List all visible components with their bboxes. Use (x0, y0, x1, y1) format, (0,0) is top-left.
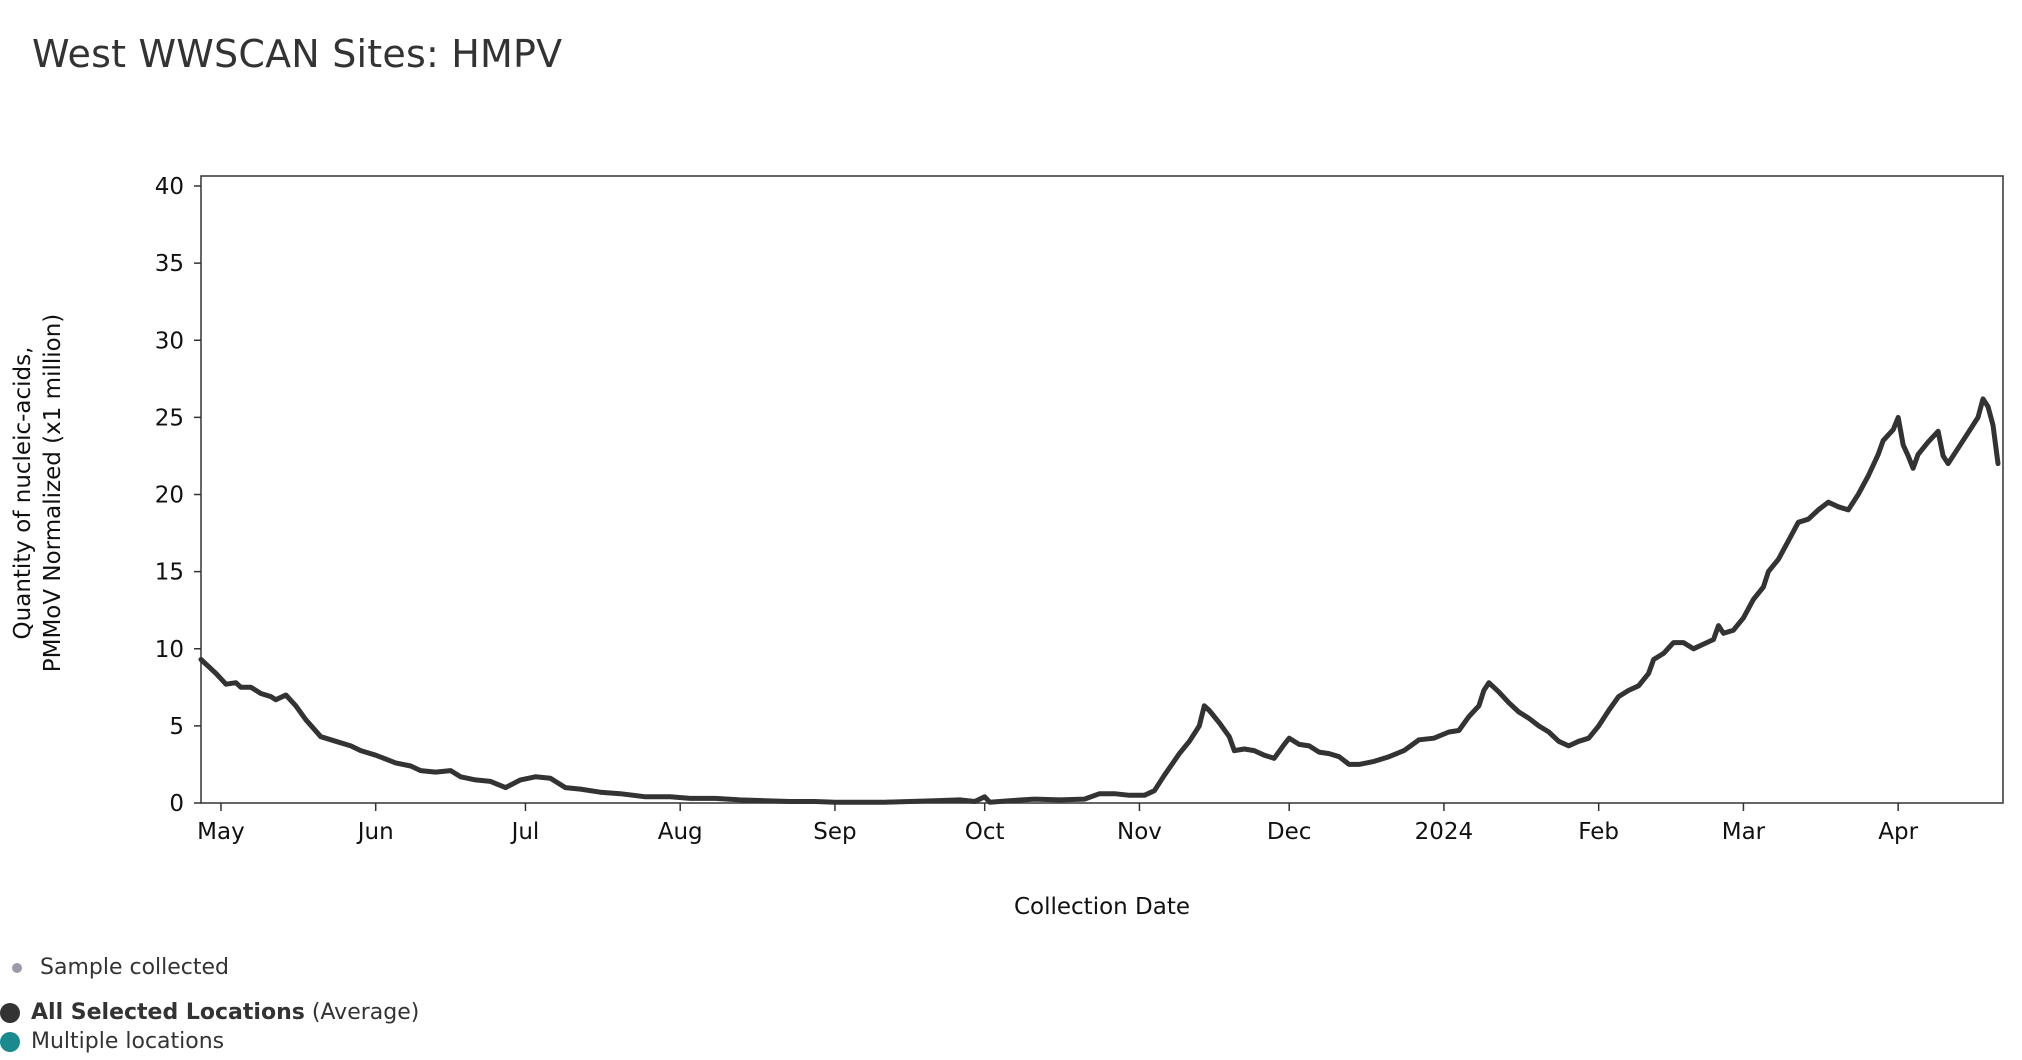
y-tick-label: 40 (155, 174, 184, 200)
y-tick-label: 10 (155, 637, 184, 663)
legend-label-sample-collected: Sample collected (40, 955, 230, 980)
x-tick-label: Sep (813, 819, 856, 845)
all-selected-dot-icon (0, 1002, 20, 1023)
plot-frame (200, 175, 2004, 804)
y-axis-label: Quantity of nucleic-acids, PMMoV Normali… (10, 314, 66, 673)
legend-item-multiple-locations[interactable]: Multiple locations (0, 1029, 224, 1054)
x-tick-label: 2024 (1415, 819, 1474, 845)
x-axis-label: Collection Date (1014, 894, 1190, 920)
y-tick-label: 25 (155, 405, 184, 431)
x-tick-label: Jul (510, 819, 540, 845)
chart-title: West WWSCAN Sites: HMPV (32, 32, 563, 76)
x-tick-label: Nov (1117, 819, 1162, 845)
y-tick-label: 5 (169, 714, 184, 740)
x-tick-label: Apr (1878, 819, 1918, 845)
x-tick-label: Aug (658, 819, 703, 845)
y-axis-label-line1: Quantity of nucleic-acids, (10, 347, 36, 640)
x-tick-label: Jun (356, 819, 394, 845)
x-axis-ticks: May Jun Jul Aug Sep Oct Nov Dec 2024 Feb Mar Apr (197, 803, 1919, 845)
y-axis-ticks: 0 5 10 15 20 25 30 35 40 (155, 174, 201, 817)
x-tick-label: Mar (1722, 819, 1766, 845)
series-layer (198, 396, 2001, 805)
y-tick-label: 35 (155, 251, 184, 277)
y-axis-label-line2: PMMoV Normalized (x1 million) (40, 314, 66, 673)
y-tick-label: 30 (155, 328, 184, 354)
sample-dot-icon (12, 962, 22, 973)
legend-label-all-selected: All Selected Locations (31, 1000, 305, 1025)
x-tick-label: Feb (1578, 819, 1619, 845)
x-tick-label: Dec (1267, 819, 1312, 845)
y-tick-label: 15 (155, 560, 184, 586)
y-tick-label: 0 (169, 791, 184, 817)
y-tick-label: 20 (155, 483, 184, 509)
multiple-locations-dot-icon (0, 1031, 20, 1052)
legend-label-all-selected-suffix: (Average) (304, 1000, 420, 1025)
series-line-all-selected-locations[interactable] (198, 396, 2001, 805)
legend-label-multiple-locations: Multiple locations (31, 1029, 225, 1054)
legend-item-sample-collected[interactable]: Sample collected (0, 955, 229, 980)
x-tick-label: Oct (965, 819, 1005, 845)
legend-item-all-selected[interactable]: All Selected Locations (Average) (0, 1000, 419, 1025)
x-tick-label: May (197, 819, 245, 845)
chart-area: Quantity of nucleic-acids, PMMoV Normali… (10, 174, 2004, 920)
